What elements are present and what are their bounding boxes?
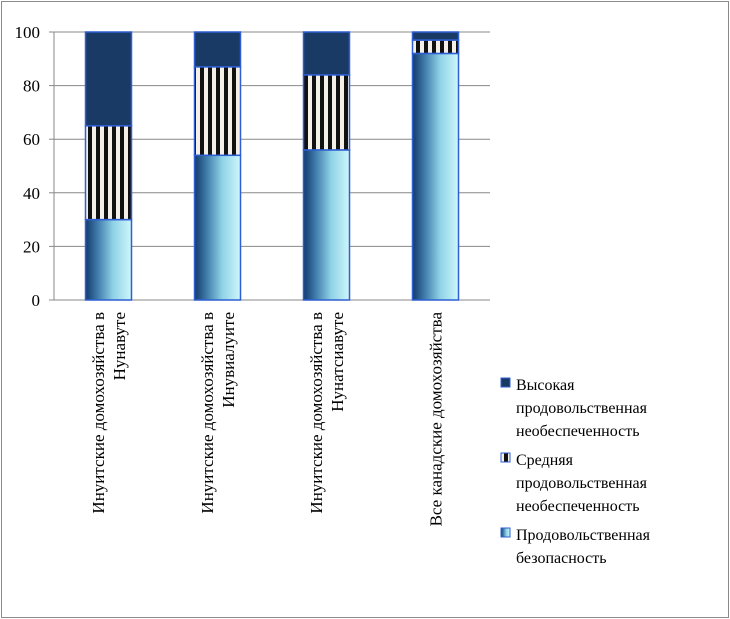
category-label: Инуитские домохозяйства в Нунатсиавуте: [307, 312, 347, 514]
bar-segment-3: [193, 31, 242, 68]
category-label-line: Инуитские домохозяйства в: [198, 312, 217, 514]
bar-segment-3: [84, 31, 133, 127]
bar-segment-2: [411, 39, 460, 55]
category-label-line: Инуитские домохозяйства в: [89, 312, 108, 514]
legend-label: необеспеченность: [516, 498, 640, 515]
bar-segment-2: [193, 66, 242, 157]
category-label: Все канадские домохозяйства: [427, 312, 446, 527]
legend: Высокая продовольственная необеспеченность…: [500, 377, 651, 567]
legend-swatch: [500, 377, 511, 388]
legend-label: Продовольственная: [516, 527, 651, 544]
bar-segment-1: [411, 52, 460, 301]
legend-label: Высокая: [516, 377, 575, 394]
legend-swatch: [500, 527, 511, 538]
bar-segment-1: [302, 149, 351, 301]
category-label-line: Нунавуте: [110, 312, 129, 380]
category-label: Инуитские домохозяйства в Нунавуте: [89, 312, 129, 514]
bar-segment-1: [84, 218, 133, 301]
y-tick-label: 100: [15, 23, 41, 42]
y-tick-label: 20: [23, 237, 40, 256]
bar-segment-3: [302, 31, 351, 76]
bars: [84, 31, 460, 301]
category-labels: Инуитские домохозяйства в Нунавуте Инуитск…: [89, 312, 446, 527]
axes: 0 20 40 60 80 100: [15, 23, 490, 310]
legend-swatch: [500, 452, 511, 463]
y-tick-label: 40: [23, 184, 40, 203]
bar-segment-2: [302, 74, 351, 151]
category-label: Инуитские домохозяйства в Инувиалуите: [198, 312, 238, 514]
legend-label: Средняя: [516, 452, 574, 469]
category-label-line: Инуитские домохозяйства в: [307, 312, 326, 514]
legend-label: продовольственная: [516, 400, 648, 417]
category-label-line: Нунатсиавуте: [328, 312, 347, 412]
legend-label: продовольственная: [516, 475, 648, 492]
y-tick-label: 60: [23, 130, 40, 149]
bar-segment-3: [411, 31, 460, 41]
bar-segment-2: [84, 125, 133, 221]
y-tick-label: 80: [23, 77, 40, 96]
legend-label: безопасность: [516, 550, 607, 567]
legend-label: необеспеченность: [516, 423, 640, 440]
category-label-line: Все канадские домохозяйства: [427, 312, 446, 527]
bar-segment-1: [193, 154, 242, 301]
category-label-line: Инувиалуите: [219, 312, 238, 408]
y-tick-label: 0: [32, 291, 41, 310]
